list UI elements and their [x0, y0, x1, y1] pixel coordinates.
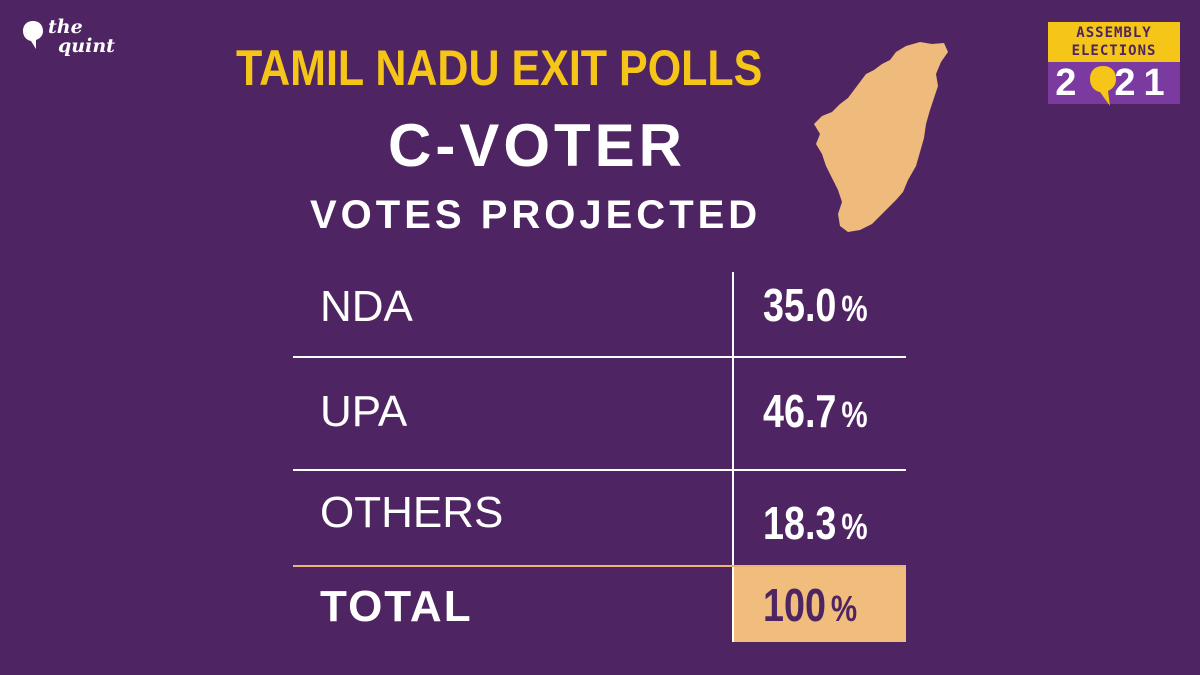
speech-bubble-icon — [1090, 66, 1116, 106]
page-title: TAMIL NADU EXIT POLLS — [236, 40, 763, 96]
column-divider — [732, 272, 734, 642]
row-label-others: OTHERS — [320, 488, 504, 537]
row-value-upa: 46.7% — [763, 384, 878, 438]
badge-line1: ASSEMBLY — [1076, 25, 1152, 41]
total-value-cell — [733, 566, 906, 642]
row-divider — [293, 469, 906, 471]
row-value-others: 18.3% — [763, 496, 878, 550]
badge-year-b: 21 — [1114, 62, 1173, 104]
row-value-nda: 35.0% — [763, 278, 878, 332]
row-label-upa: UPA — [320, 387, 408, 436]
value-number: 46.7 — [763, 385, 837, 437]
row-label-nda: NDA — [320, 282, 413, 331]
value-unit: % — [841, 394, 868, 435]
value-unit: % — [830, 588, 858, 629]
badge-line2: ELECTIONS — [1071, 43, 1157, 59]
page-subheading: VOTES PROJECTED — [310, 193, 762, 237]
row-value-total: 100% — [763, 578, 878, 632]
votes-table: NDA 35.0% UPA 46.7% OTHERS 18.3% TOTAL 1… — [293, 270, 906, 645]
logo-text-quint: quint — [58, 35, 115, 57]
row-label-total: TOTAL — [320, 582, 473, 631]
tamil-nadu-map-icon — [814, 42, 948, 232]
badge-year-a: 2 — [1055, 62, 1085, 104]
quint-logo: the quint — [22, 18, 118, 56]
value-unit: % — [841, 506, 868, 547]
speech-bubble-logo-icon — [23, 21, 43, 49]
row-divider — [293, 356, 906, 358]
value-number: 35.0 — [763, 279, 837, 331]
page-subtitle: C-VOTER — [388, 112, 686, 179]
value-number: 18.3 — [763, 497, 837, 549]
value-unit: % — [841, 288, 868, 329]
logo-text-the: the — [48, 16, 83, 38]
row-divider-total — [293, 565, 906, 567]
assembly-elections-badge: ASSEMBLY ELECTIONS 2 21 — [1048, 22, 1180, 106]
value-number: 100 — [763, 579, 826, 631]
